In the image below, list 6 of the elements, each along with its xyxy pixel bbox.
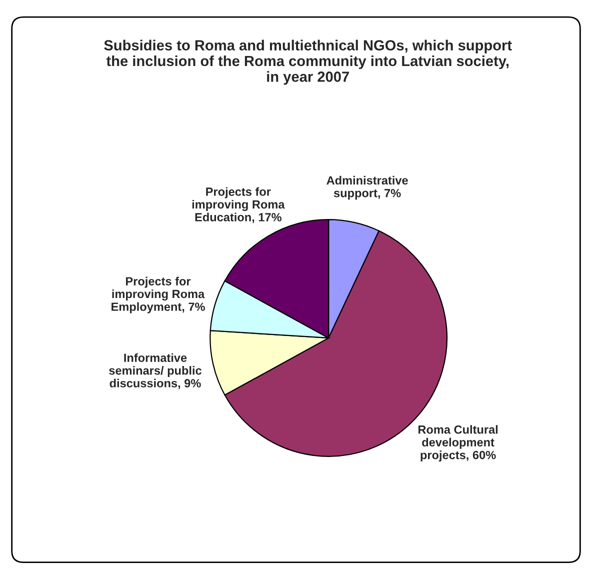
slice-label: Informative seminars/ public discussions, 9% [109,353,202,390]
slice-label: Roma Cultural development projects, 60% [418,425,498,462]
slice-label: Projects for improving Roma Education, 17% [192,187,285,224]
chart-title: Subsidies to Roma and multiethnical NGOs, which support the inclusion of the Roma community into Latvian society, in year 2007 [104,40,512,85]
slice-label: Projects for improving Roma Employment, 7% [112,276,205,314]
slice-label: Administrative support, 7% [326,176,408,200]
